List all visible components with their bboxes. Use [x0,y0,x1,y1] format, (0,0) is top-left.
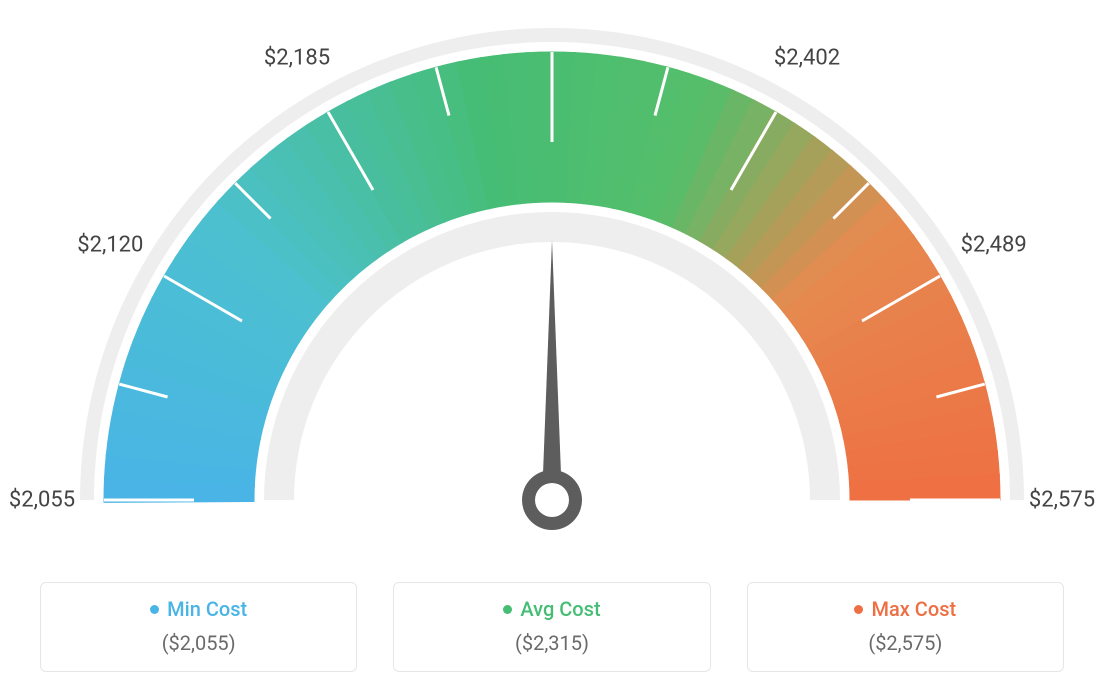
gauge-tick-label: $2,185 [264,46,330,71]
gauge-tick-label: $2,315 [519,0,585,3]
legend-label-max: Max Cost [871,597,956,621]
legend-card-min: Min Cost ($2,055) [40,582,357,672]
legend-value-min: ($2,055) [41,631,356,655]
legend-label-min: Min Cost [167,597,247,621]
legend-row: Min Cost ($2,055) Avg Cost ($2,315) Max … [0,582,1104,672]
gauge-svg [0,0,1104,560]
legend-card-avg: Avg Cost ($2,315) [393,582,710,672]
gauge-tick-label: $2,055 [9,488,75,513]
legend-title-min: Min Cost [150,597,247,621]
legend-card-max: Max Cost ($2,575) [747,582,1064,672]
gauge-tick-label: $2,489 [961,233,1027,258]
gauge-tick-label: $2,575 [1029,488,1095,513]
gauge-chart: $2,055 $2,120 $2,185 $2,315 $2,402 $2,489 $2,5… [0,0,1104,560]
legend-title-max: Max Cost [854,597,956,621]
legend-dot-avg [503,605,512,614]
legend-dot-max [854,605,863,614]
gauge-tick-label: $2,120 [77,233,143,258]
legend-dot-min [150,605,159,614]
legend-value-max: ($2,575) [748,631,1063,655]
legend-label-avg: Avg Cost [520,597,600,621]
legend-title-avg: Avg Cost [503,597,600,621]
legend-value-avg: ($2,315) [394,631,709,655]
gauge-tick-label: $2,402 [774,46,840,71]
